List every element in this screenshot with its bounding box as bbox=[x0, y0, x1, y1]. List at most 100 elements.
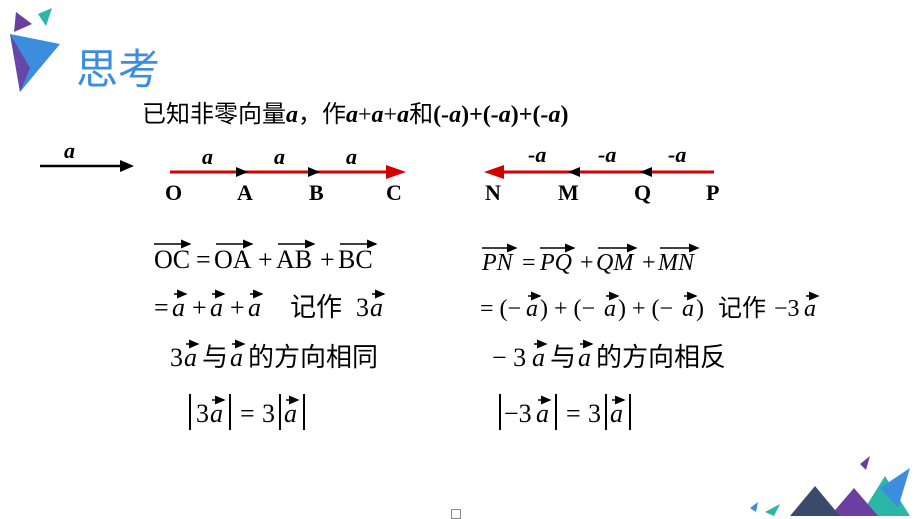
var-a: a bbox=[286, 102, 298, 128]
plus: + bbox=[469, 102, 483, 128]
svg-text:a: a bbox=[610, 399, 623, 428]
label-a: a bbox=[64, 138, 75, 164]
svg-text:a: a bbox=[536, 399, 549, 428]
lp: ( bbox=[483, 102, 491, 128]
expr-a2: a bbox=[372, 102, 384, 128]
seg-na3: -a bbox=[668, 142, 686, 168]
svg-text:=: = bbox=[154, 293, 169, 322]
svg-text:与: 与 bbox=[202, 343, 228, 372]
point-O: O bbox=[165, 180, 182, 206]
point-P: P bbox=[706, 180, 719, 206]
slide-title: 思考 bbox=[76, 36, 160, 97]
svg-text:a: a bbox=[578, 343, 591, 372]
decoration-top-left bbox=[6, 6, 84, 96]
svg-text:3: 3 bbox=[262, 399, 275, 428]
svg-text:3: 3 bbox=[588, 399, 601, 428]
expr-a1: a bbox=[346, 102, 358, 128]
rp: ) bbox=[511, 102, 519, 128]
svg-text:− 3: − 3 bbox=[492, 343, 526, 372]
svg-text:+: + bbox=[258, 245, 273, 274]
svg-text:−3: −3 bbox=[774, 296, 800, 322]
svg-text:a: a bbox=[604, 296, 616, 322]
svg-text:的方向相同: 的方向相同 bbox=[248, 343, 378, 372]
svg-text:−3: −3 bbox=[504, 399, 532, 428]
na3: -a bbox=[540, 102, 560, 128]
point-A: A bbox=[237, 180, 253, 206]
svg-text:): ) bbox=[696, 296, 704, 322]
plus: + bbox=[519, 102, 533, 128]
svg-text:=: = bbox=[196, 245, 211, 274]
point-N: N bbox=[485, 180, 501, 206]
eq-sum-na: = (− a ) + (− a ) + (− a ) 记作 −3 a bbox=[478, 284, 898, 330]
svg-text:MN: MN bbox=[657, 250, 696, 276]
point-B: B bbox=[309, 180, 324, 206]
seg-na2: -a bbox=[598, 142, 616, 168]
eq-mag-right: −3 a = 3 a bbox=[496, 388, 726, 438]
point-C: C bbox=[386, 180, 402, 206]
svg-text:=: = bbox=[240, 399, 255, 428]
eq-sum-a: = a + a + a 记作 3 a bbox=[150, 284, 470, 330]
plus: + bbox=[384, 102, 398, 128]
point-M: M bbox=[558, 180, 579, 206]
na1: -a bbox=[441, 102, 461, 128]
svg-text:a: a bbox=[230, 343, 243, 372]
problem-and: 和 bbox=[409, 102, 433, 128]
svg-text:a: a bbox=[210, 293, 223, 322]
eq-oc: OC = OA + AB + BC bbox=[150, 234, 420, 280]
eq-mag-left: 3 a = 3 a bbox=[186, 388, 386, 438]
svg-text:记作: 记作 bbox=[290, 293, 342, 322]
svg-text:a: a bbox=[370, 293, 383, 322]
svg-text:的方向相反: 的方向相反 bbox=[596, 343, 726, 372]
svg-text:3: 3 bbox=[170, 343, 183, 372]
svg-text:3: 3 bbox=[196, 399, 209, 428]
svg-text:a: a bbox=[804, 296, 816, 322]
point-Q: Q bbox=[634, 180, 651, 206]
svg-text:a: a bbox=[532, 343, 545, 372]
seg-na1: -a bbox=[528, 142, 546, 168]
svg-text:a: a bbox=[248, 293, 261, 322]
na2: -a bbox=[491, 102, 511, 128]
svg-text:+: + bbox=[580, 250, 594, 276]
expr-a3: a bbox=[397, 102, 409, 128]
problem-mid: ，作 bbox=[298, 102, 346, 128]
svg-text:与: 与 bbox=[550, 343, 576, 372]
vector-a-standalone bbox=[36, 154, 136, 174]
svg-text:3: 3 bbox=[356, 293, 369, 322]
plus: + bbox=[358, 102, 372, 128]
svg-text:QM: QM bbox=[596, 250, 635, 276]
svg-text:) + (−: ) + (− bbox=[618, 296, 673, 322]
svg-text:记作: 记作 bbox=[718, 295, 766, 322]
svg-text:a: a bbox=[184, 343, 197, 372]
svg-text:+: + bbox=[192, 293, 207, 322]
svg-text:OA: OA bbox=[214, 245, 252, 274]
rp: ) bbox=[461, 102, 469, 128]
svg-text:+: + bbox=[642, 250, 656, 276]
seg-a2: a bbox=[274, 144, 285, 170]
svg-text:a: a bbox=[526, 296, 538, 322]
svg-text:a: a bbox=[682, 296, 694, 322]
svg-text:PQ: PQ bbox=[539, 250, 572, 276]
diagram-oc bbox=[162, 160, 412, 182]
problem-lead: 已知非零向量 bbox=[142, 102, 286, 128]
lp: ( bbox=[433, 102, 441, 128]
svg-text:= (−: = (− bbox=[480, 296, 521, 322]
svg-text:OC: OC bbox=[154, 245, 190, 274]
svg-text:a: a bbox=[210, 399, 223, 428]
seg-a3: a bbox=[346, 144, 357, 170]
svg-text:a: a bbox=[284, 399, 297, 428]
svg-text:AB: AB bbox=[276, 245, 312, 274]
eq-dir-left: 3 a 与 a 的方向相同 bbox=[168, 334, 468, 380]
eq-dir-right: − 3 a 与 a 的方向相反 bbox=[490, 334, 810, 380]
svg-text:) + (−: ) + (− bbox=[540, 296, 595, 322]
svg-text:PN: PN bbox=[481, 250, 515, 276]
svg-text:=: = bbox=[566, 399, 581, 428]
svg-text:BC: BC bbox=[338, 245, 373, 274]
decoration-bottom-right bbox=[710, 408, 920, 518]
rp: ) bbox=[560, 102, 568, 128]
svg-text:+: + bbox=[320, 245, 335, 274]
problem-statement: 已知非零向量a，作a+a+a和(-a)+(-a)+(-a) bbox=[142, 94, 568, 129]
eq-pn: PN = PQ + QM + MN bbox=[478, 238, 778, 284]
svg-text:+: + bbox=[230, 293, 245, 322]
svg-text:=: = bbox=[522, 250, 536, 276]
svg-text:a: a bbox=[172, 293, 185, 322]
